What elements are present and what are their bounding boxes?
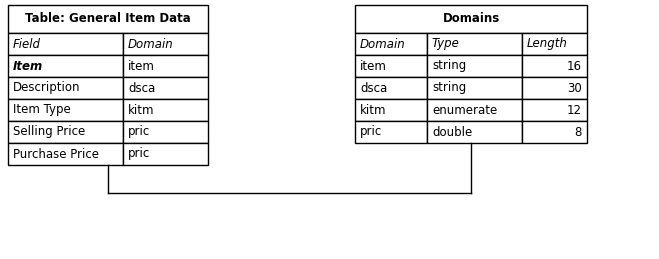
Text: pric: pric bbox=[128, 126, 150, 139]
Text: pric: pric bbox=[128, 147, 150, 161]
Bar bbox=[8, 143, 123, 165]
Bar bbox=[427, 55, 522, 77]
Text: Table: General Item Data: Table: General Item Data bbox=[25, 12, 191, 25]
Text: 16: 16 bbox=[567, 60, 582, 73]
Text: kitm: kitm bbox=[128, 104, 154, 117]
Text: pric: pric bbox=[360, 126, 382, 139]
Bar bbox=[8, 121, 123, 143]
Bar bbox=[8, 5, 208, 33]
Bar bbox=[355, 121, 427, 143]
Bar bbox=[522, 77, 587, 99]
Text: Length: Length bbox=[527, 38, 568, 51]
Bar bbox=[355, 99, 427, 121]
Bar bbox=[8, 33, 123, 55]
Text: Item: Item bbox=[13, 60, 43, 73]
Text: Field: Field bbox=[13, 38, 41, 51]
Text: 30: 30 bbox=[567, 82, 582, 95]
Text: Domain: Domain bbox=[128, 38, 174, 51]
Bar bbox=[427, 99, 522, 121]
Bar bbox=[123, 99, 208, 121]
Bar bbox=[522, 55, 587, 77]
Text: kitm: kitm bbox=[360, 104, 386, 117]
Text: Domain: Domain bbox=[360, 38, 406, 51]
Text: dsca: dsca bbox=[360, 82, 387, 95]
Bar bbox=[355, 55, 427, 77]
Text: double: double bbox=[432, 126, 473, 139]
Text: Item Type: Item Type bbox=[13, 104, 71, 117]
Bar bbox=[123, 121, 208, 143]
Text: string: string bbox=[432, 82, 467, 95]
Bar bbox=[427, 77, 522, 99]
Text: item: item bbox=[360, 60, 387, 73]
Text: item: item bbox=[128, 60, 155, 73]
Text: Selling Price: Selling Price bbox=[13, 126, 85, 139]
Bar bbox=[8, 77, 123, 99]
Text: string: string bbox=[432, 60, 467, 73]
Bar bbox=[8, 99, 123, 121]
Text: Type: Type bbox=[432, 38, 460, 51]
Bar bbox=[123, 55, 208, 77]
Bar bbox=[355, 33, 427, 55]
Bar bbox=[355, 77, 427, 99]
Text: 12: 12 bbox=[567, 104, 582, 117]
Bar bbox=[8, 55, 123, 77]
Bar bbox=[123, 33, 208, 55]
Text: Purchase Price: Purchase Price bbox=[13, 147, 99, 161]
Bar bbox=[427, 33, 522, 55]
Bar bbox=[123, 143, 208, 165]
Bar bbox=[427, 121, 522, 143]
Text: enumerate: enumerate bbox=[432, 104, 498, 117]
Bar bbox=[355, 5, 587, 33]
Bar bbox=[522, 121, 587, 143]
Bar bbox=[522, 33, 587, 55]
Bar bbox=[522, 99, 587, 121]
Text: Description: Description bbox=[13, 82, 80, 95]
Text: dsca: dsca bbox=[128, 82, 156, 95]
Text: Domains: Domains bbox=[442, 12, 500, 25]
Text: 8: 8 bbox=[575, 126, 582, 139]
Bar bbox=[123, 77, 208, 99]
